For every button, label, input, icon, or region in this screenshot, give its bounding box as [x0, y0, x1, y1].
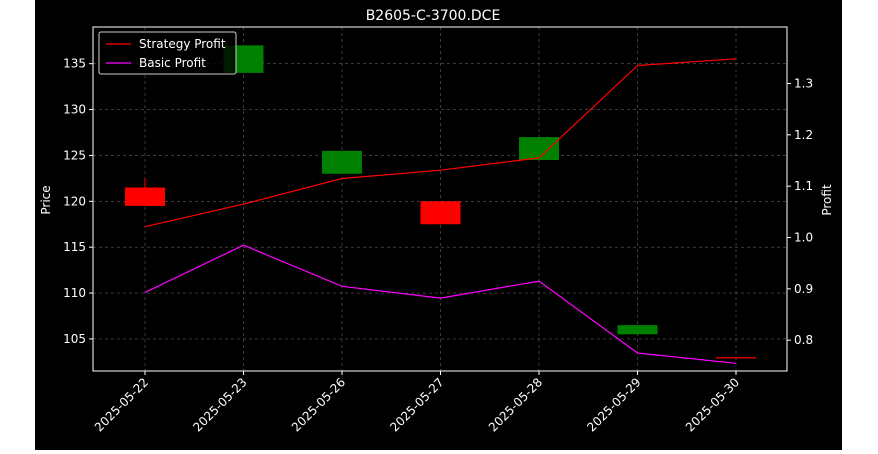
chart-svg: B2605-C-3700.DCE 105 110 115 120 125 130 135 0…: [39, 8, 834, 434]
right-axis-label: Profit: [820, 184, 834, 216]
right-tick-label-0.8: 0.8: [794, 333, 813, 347]
x-axis: 2025-05-22 2025-05-23 2025-05-26 2025-05-27…: [92, 371, 742, 434]
left-tick-label-120: 120: [63, 194, 86, 208]
chart-title: B2605-C-3700.DCE: [366, 8, 501, 24]
line-layer: [144, 58, 737, 364]
candle-body-2025-05-28: [519, 137, 559, 161]
candle-body-2025-05-22: [125, 187, 165, 206]
x-tick-label-2025-05-23: 2025-05-23: [190, 375, 249, 434]
right-axis: 0.8 0.9 1.0 1.1 1.2 1.3: [787, 76, 813, 347]
series-line-strategy-profit: [144, 58, 737, 228]
plot-frame: [92, 26, 788, 372]
x-tick-label-2025-05-30: 2025-05-30: [683, 375, 742, 434]
left-axis-label: Price: [39, 185, 53, 214]
series-line-basic-profit: [144, 244, 737, 364]
legend-label-basic-profit: Basic Profit: [139, 56, 206, 70]
candle-body-2025-05-29: [617, 325, 658, 335]
legend: Strategy Profit Basic Profit: [98, 31, 237, 75]
candle-body-2025-05-30: [716, 357, 756, 359]
x-tick-label-2025-05-27: 2025-05-27: [387, 375, 446, 434]
grid-layer: [93, 27, 787, 371]
right-tick-label-1: 1.0: [794, 231, 813, 245]
chart-figure: B2605-C-3700.DCE 105 110 115 120 125 130 135 0…: [35, 0, 842, 450]
x-tick-label-2025-05-28: 2025-05-28: [486, 375, 545, 434]
left-tick-label-125: 125: [63, 148, 86, 162]
legend-label-strategy-profit: Strategy Profit: [139, 37, 226, 51]
right-tick-label-1.3: 1.3: [794, 76, 813, 90]
candle-body-2025-05-26: [322, 150, 362, 174]
legend-box: [98, 31, 237, 75]
candle-body-2025-05-27: [420, 201, 461, 225]
left-axis: 105 110 115 120 125 130 135: [63, 57, 93, 346]
x-tick-label-2025-05-26: 2025-05-26: [289, 375, 348, 434]
left-tick-label-135: 135: [63, 57, 86, 71]
x-tick-label-2025-05-29: 2025-05-29: [584, 375, 643, 434]
candle-layer: [125, 45, 756, 359]
left-tick-label-130: 130: [63, 103, 86, 117]
right-tick-label-1.1: 1.1: [794, 179, 813, 193]
x-tick-label-2025-05-22: 2025-05-22: [92, 375, 151, 434]
left-tick-label-115: 115: [63, 240, 86, 254]
right-tick-label-1.2: 1.2: [794, 128, 813, 142]
left-tick-label-110: 110: [63, 286, 86, 300]
right-tick-label-0.9: 0.9: [794, 282, 813, 296]
left-tick-label-105: 105: [63, 332, 86, 346]
